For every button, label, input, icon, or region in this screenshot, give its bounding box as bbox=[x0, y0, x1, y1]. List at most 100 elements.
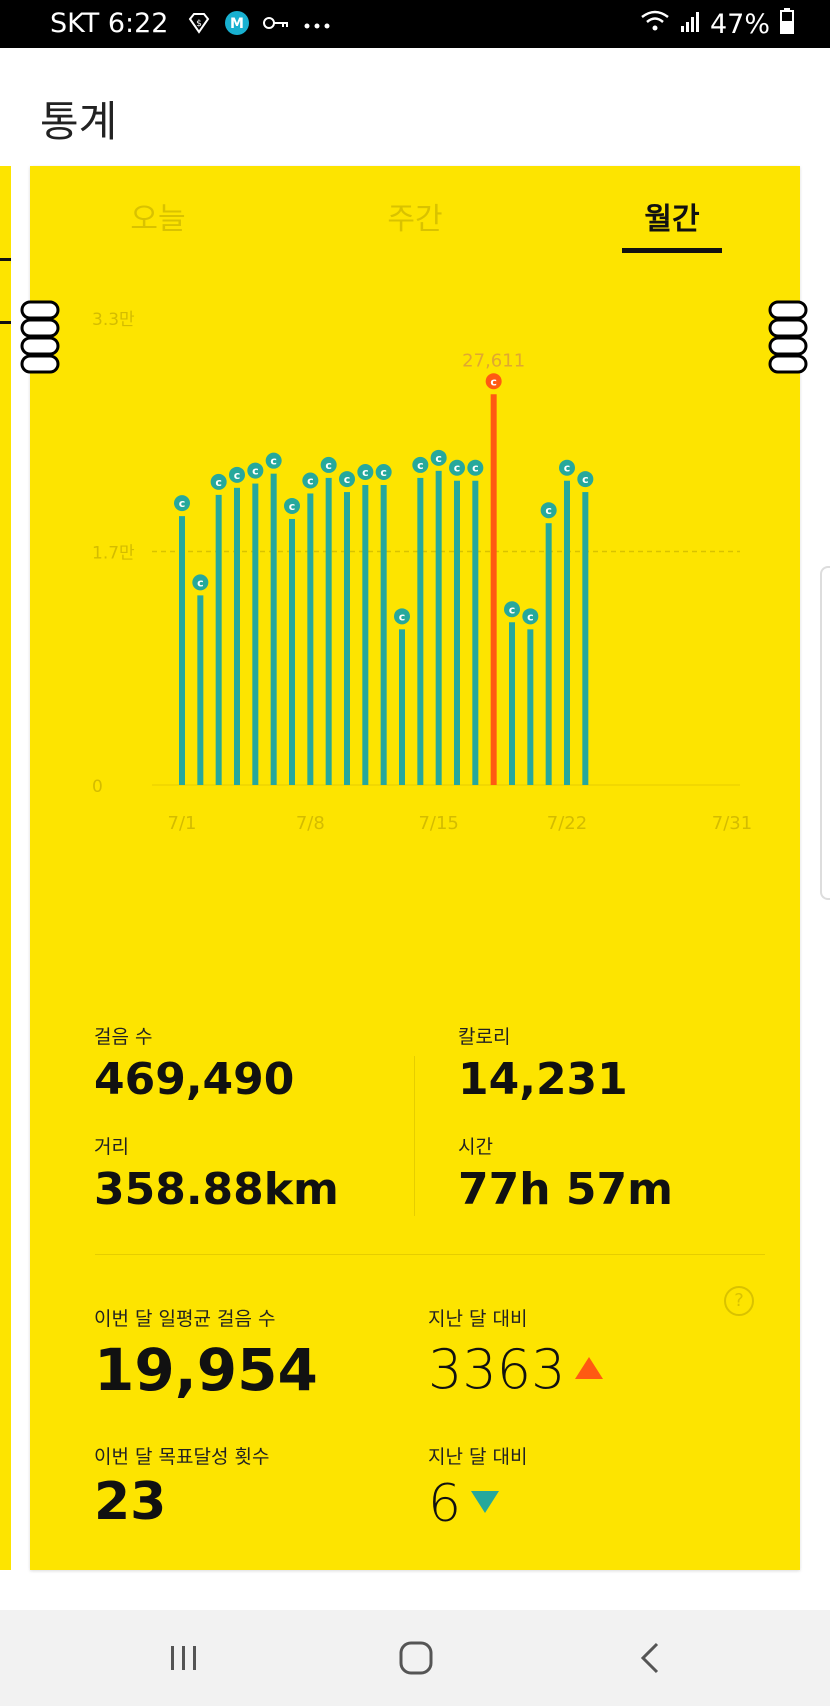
bar-marker-letter: c bbox=[564, 462, 571, 475]
previous-card-edge[interactable] bbox=[0, 166, 11, 1570]
y-tick-label: 0 bbox=[92, 777, 103, 797]
steps-label: 걸음 수 bbox=[94, 1026, 153, 1048]
svg-text:$: $ bbox=[196, 19, 202, 29]
bar-marker-letter: c bbox=[582, 473, 589, 486]
distance-value: 358.88km bbox=[94, 1164, 339, 1215]
bar-marker bbox=[577, 471, 594, 488]
calories-value: 14,231 bbox=[458, 1054, 628, 1105]
bar-marker-letter: c bbox=[307, 474, 314, 487]
bar-marker-letter: c bbox=[234, 469, 241, 482]
bar-marker bbox=[192, 574, 209, 591]
distance-label: 거리 bbox=[94, 1136, 129, 1158]
bar-marker bbox=[302, 472, 319, 489]
bar-marker bbox=[320, 456, 337, 473]
bar-marker bbox=[265, 452, 282, 469]
back-icon[interactable] bbox=[620, 1634, 680, 1682]
bar bbox=[197, 595, 204, 785]
bar-marker bbox=[485, 373, 502, 390]
previous-card-divider bbox=[0, 321, 11, 324]
bar-marker-letter: c bbox=[215, 476, 222, 489]
bar-marker-letter: c bbox=[454, 462, 461, 475]
help-icon[interactable]: ? bbox=[724, 1286, 754, 1316]
bar bbox=[289, 518, 295, 785]
bar-marker-letter: c bbox=[362, 466, 369, 479]
battery-percent: 47% bbox=[709, 9, 770, 40]
bar-marker bbox=[210, 473, 227, 490]
battery-icon bbox=[780, 8, 794, 41]
wifi-icon bbox=[640, 9, 670, 40]
bar-marker-letter: c bbox=[435, 452, 442, 465]
bar-marker-letter: c bbox=[270, 455, 277, 468]
bar-marker bbox=[247, 462, 264, 479]
bar-marker bbox=[229, 466, 245, 483]
bar bbox=[454, 480, 460, 785]
tab-today[interactable]: 오늘 bbox=[130, 202, 186, 237]
bar bbox=[215, 494, 222, 785]
trend-down-icon bbox=[469, 1489, 501, 1519]
tab-monthly[interactable]: 월간 bbox=[644, 202, 700, 237]
active-tab-indicator bbox=[622, 248, 722, 253]
signal-icon bbox=[680, 9, 700, 40]
goal-compare-label: 지난 달 대비 bbox=[428, 1446, 528, 1468]
next-page-handle-icon[interactable] bbox=[768, 300, 808, 376]
bar bbox=[435, 470, 442, 785]
bar bbox=[252, 483, 259, 785]
bar bbox=[325, 477, 332, 785]
average-compare-value: 3363 bbox=[428, 1338, 566, 1401]
bar bbox=[472, 480, 479, 785]
bar bbox=[582, 492, 589, 785]
bar-marker-letter: c bbox=[325, 459, 332, 472]
average-compare: 3363 bbox=[428, 1338, 605, 1401]
more-dots-icon bbox=[302, 16, 332, 35]
x-tick-label: 7/8 bbox=[296, 813, 325, 834]
bar-marker bbox=[449, 459, 465, 476]
carrier-time: SKT 6:22 bbox=[50, 8, 169, 39]
bar-marker bbox=[174, 495, 190, 512]
y-tick-label: 1.7만 bbox=[92, 544, 135, 564]
bar bbox=[270, 473, 277, 785]
bar-marker-letter: c bbox=[417, 459, 424, 472]
bar-marker bbox=[412, 456, 429, 473]
bar bbox=[234, 487, 240, 785]
bar bbox=[380, 484, 387, 785]
x-tick-label: 7/1 bbox=[168, 813, 197, 834]
bar bbox=[179, 516, 185, 785]
bar bbox=[307, 493, 314, 785]
bar bbox=[362, 484, 369, 785]
monthly-average-label: 이번 달 일평균 걸음 수 bbox=[94, 1308, 276, 1330]
stats-card: 오늘 주간 월간 0 1.7만 3.3만 7/1 7/8 7/15 7/22 7/31 c c c c… bbox=[30, 166, 800, 1570]
tab-weekly[interactable]: 주간 bbox=[387, 202, 443, 237]
time-label: 시간 bbox=[458, 1136, 493, 1158]
highlight-bar bbox=[490, 394, 497, 785]
calories-label: 칼로리 bbox=[458, 1026, 511, 1048]
bar-marker-letter: c bbox=[252, 465, 259, 478]
bar-marker bbox=[394, 608, 410, 625]
average-compare-label: 지난 달 대비 bbox=[428, 1308, 528, 1330]
edge-panel-handle[interactable] bbox=[820, 566, 830, 900]
page-title: 통계 bbox=[40, 97, 118, 146]
recent-apps-icon[interactable] bbox=[154, 1634, 214, 1682]
bar-marker-letter: c bbox=[179, 497, 186, 510]
goal-compare: 6 bbox=[428, 1474, 501, 1534]
navigation-bar bbox=[0, 1610, 830, 1706]
monthly-average-value: 19,954 bbox=[94, 1336, 318, 1404]
stats-divider bbox=[414, 1056, 415, 1216]
previous-card-divider bbox=[0, 258, 11, 261]
bar-marker-letter: c bbox=[399, 610, 406, 623]
status-bar: SKT 6:22 $ M 47% bbox=[0, 0, 830, 48]
previous-page-handle-icon[interactable] bbox=[20, 300, 60, 376]
bar-marker-letter: c bbox=[545, 504, 552, 517]
bar-marker-letter: c bbox=[527, 610, 534, 623]
bar-marker bbox=[540, 502, 557, 519]
bar-marker-letter: c bbox=[344, 473, 351, 486]
bar-marker bbox=[522, 608, 539, 625]
bar bbox=[527, 629, 534, 785]
home-icon[interactable] bbox=[386, 1634, 446, 1682]
bar-marker bbox=[559, 459, 575, 476]
bar-marker bbox=[504, 601, 520, 618]
time-value: 77h 57m bbox=[458, 1164, 673, 1215]
bar-marker bbox=[430, 449, 447, 466]
bar bbox=[509, 622, 515, 785]
trend-up-icon bbox=[573, 1355, 605, 1385]
m-app-icon: M bbox=[224, 10, 250, 40]
